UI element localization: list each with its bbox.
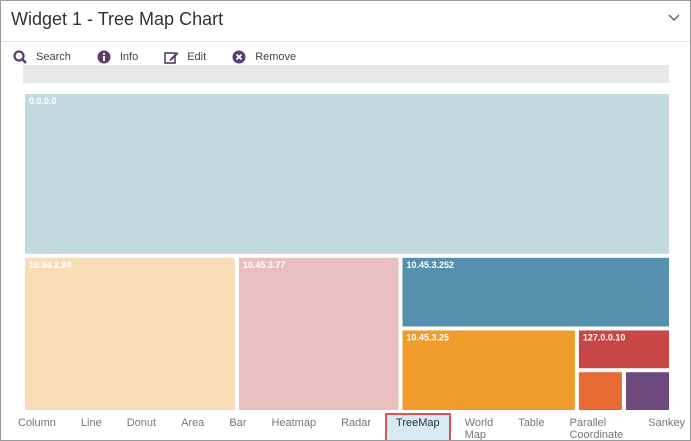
cell-label: 10.45.3.252	[406, 260, 454, 270]
toolbar-button[interactable]: Info	[97, 42, 138, 72]
cell-label: 0.0.0.0	[29, 96, 57, 106]
treemap-cell	[578, 372, 622, 410]
treemap-cell	[402, 257, 669, 327]
toolbar-label: Info	[119, 51, 139, 63]
toolbar: Search Info Edit Remove	[1, 42, 690, 72]
header: Widget 1 - Tree Map Chart	[1, 1, 690, 42]
treemap-cell	[578, 330, 669, 369]
chart-tab[interactable]: Bar	[229, 417, 247, 429]
treemap-cell	[25, 94, 669, 254]
icon	[232, 50, 246, 63]
chart-tab[interactable]: Column	[18, 417, 56, 429]
toolbar-button[interactable]: Search	[13, 42, 71, 72]
chart-tab[interactable]: World Map	[464, 417, 494, 441]
chart-tab[interactable]: Parallel Coordinate	[569, 417, 624, 441]
treemap-chart: 0.0.0.0 10.94.2.94 10.45.3.77 10.45.3.252 10…	[25, 94, 669, 410]
cell-label: 10.94.2.94	[29, 260, 72, 270]
icon	[97, 50, 111, 63]
treemap-cell	[625, 372, 669, 410]
chart-tab[interactable]: Sankey	[648, 417, 685, 429]
toolbar-label: Edit	[187, 51, 207, 63]
icon	[164, 51, 179, 64]
chart-tab[interactable]: TreeMap	[385, 413, 451, 440]
chart-tab[interactable]: Heatmap	[271, 417, 317, 429]
filter-bar	[23, 65, 669, 83]
toolbar-label: Remove	[255, 51, 297, 63]
collapse-button[interactable]	[668, 13, 680, 23]
treemap-cell	[402, 330, 575, 410]
toolbar-button[interactable]: Edit	[164, 42, 206, 72]
chart-tab[interactable]: Radar	[341, 417, 372, 429]
chart-type-tabs: Column Line Donut Area Bar Heatmap Radar TreeMa…	[7, 413, 690, 441]
chart-tab[interactable]: Line	[80, 417, 102, 429]
cell-label: 10.45.3.77	[243, 260, 286, 270]
widget-title: Widget 1 - Tree Map Chart	[11, 9, 224, 29]
chart-tab[interactable]: Table	[518, 417, 545, 429]
toolbar-button[interactable]: Remove	[232, 42, 296, 72]
icon	[13, 49, 27, 64]
chart-tab[interactable]: Donut	[126, 417, 157, 429]
chart-tab[interactable]: Area	[181, 417, 205, 429]
cell-label: 127.0.0.10	[583, 332, 626, 342]
toolbar-label: Search	[36, 51, 71, 63]
treemap-cell	[238, 257, 399, 410]
treemap-cell	[25, 257, 235, 410]
cell-label: 10.45.3.25	[406, 332, 449, 342]
